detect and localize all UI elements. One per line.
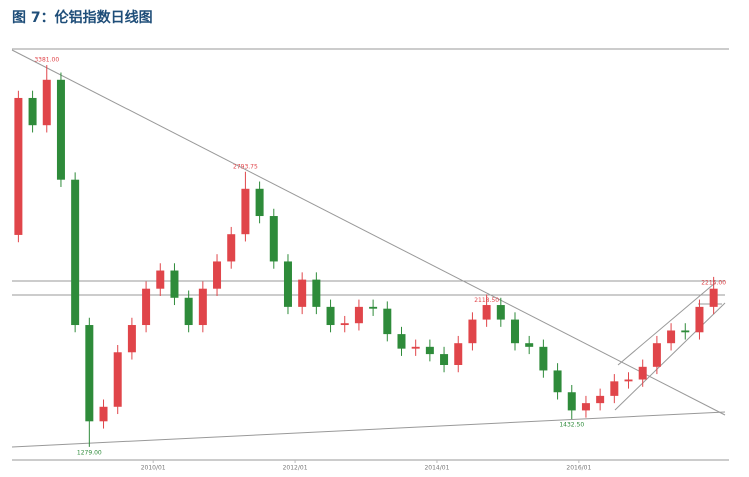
candle-body [411,346,420,349]
candle-body [213,261,222,289]
candle-body [440,354,449,365]
candle-body [326,306,335,326]
annotation: 1432.50 [559,422,584,429]
candle-body [596,395,605,404]
candle-body [383,308,392,335]
annotation: 2215.00 [701,279,726,286]
candle-body [184,297,193,326]
candle-body [340,323,349,326]
candle-body [539,346,548,371]
candle-body [99,406,108,422]
candle-body [269,216,278,262]
candle-body [198,288,207,326]
annotation: 1279.00 [77,449,102,456]
candle-body [369,306,378,309]
candle-body [553,370,562,393]
x-tick-label: 2012/01 [283,465,308,472]
candle-body [652,343,661,367]
candle-body [227,234,236,262]
candle-body [142,288,151,326]
candle-body [638,366,647,380]
candle-body [567,392,576,411]
candle-body [709,288,718,307]
candle-body [42,79,51,126]
x-tick-label: 2010/01 [141,465,166,472]
annotation: 2793.75 [233,163,258,170]
candle-body [525,343,534,347]
candle-body [127,325,136,353]
candle-body [156,270,165,289]
candle-body [113,352,122,407]
candle-body [241,188,250,235]
candle-body [170,270,179,298]
candle-body [56,79,65,180]
candle-body [454,343,463,365]
candle-body [85,325,94,422]
candle-body [482,305,491,320]
candle-body [468,319,477,344]
candle-body [425,346,434,355]
candle-body [397,334,406,349]
candle-body [624,379,633,382]
candle-body [71,179,80,326]
candle-body [681,330,690,333]
candle-body [283,261,292,307]
channel-line [617,282,716,366]
annotation: 3381.00 [34,57,59,64]
x-tick-label: 2014/01 [424,465,449,472]
candle-body [298,279,307,307]
candle-body [610,381,619,396]
candle-body [581,403,590,411]
annotation: 2118.50 [474,297,499,304]
chart-title: 图 7：伦铝指数日线图 [12,9,153,26]
support-line [11,411,726,448]
x-tick-label: 2016/01 [566,465,591,472]
channel-line [614,302,726,411]
candle-body [695,306,704,333]
candle-body [496,305,505,320]
candle-body [255,188,264,217]
candle-body [28,97,37,126]
candle-body [667,330,676,344]
candle-body [511,319,520,344]
trend-line [11,49,726,416]
candle-body [354,306,363,324]
candle-body [312,279,321,307]
candle-body [14,97,23,235]
